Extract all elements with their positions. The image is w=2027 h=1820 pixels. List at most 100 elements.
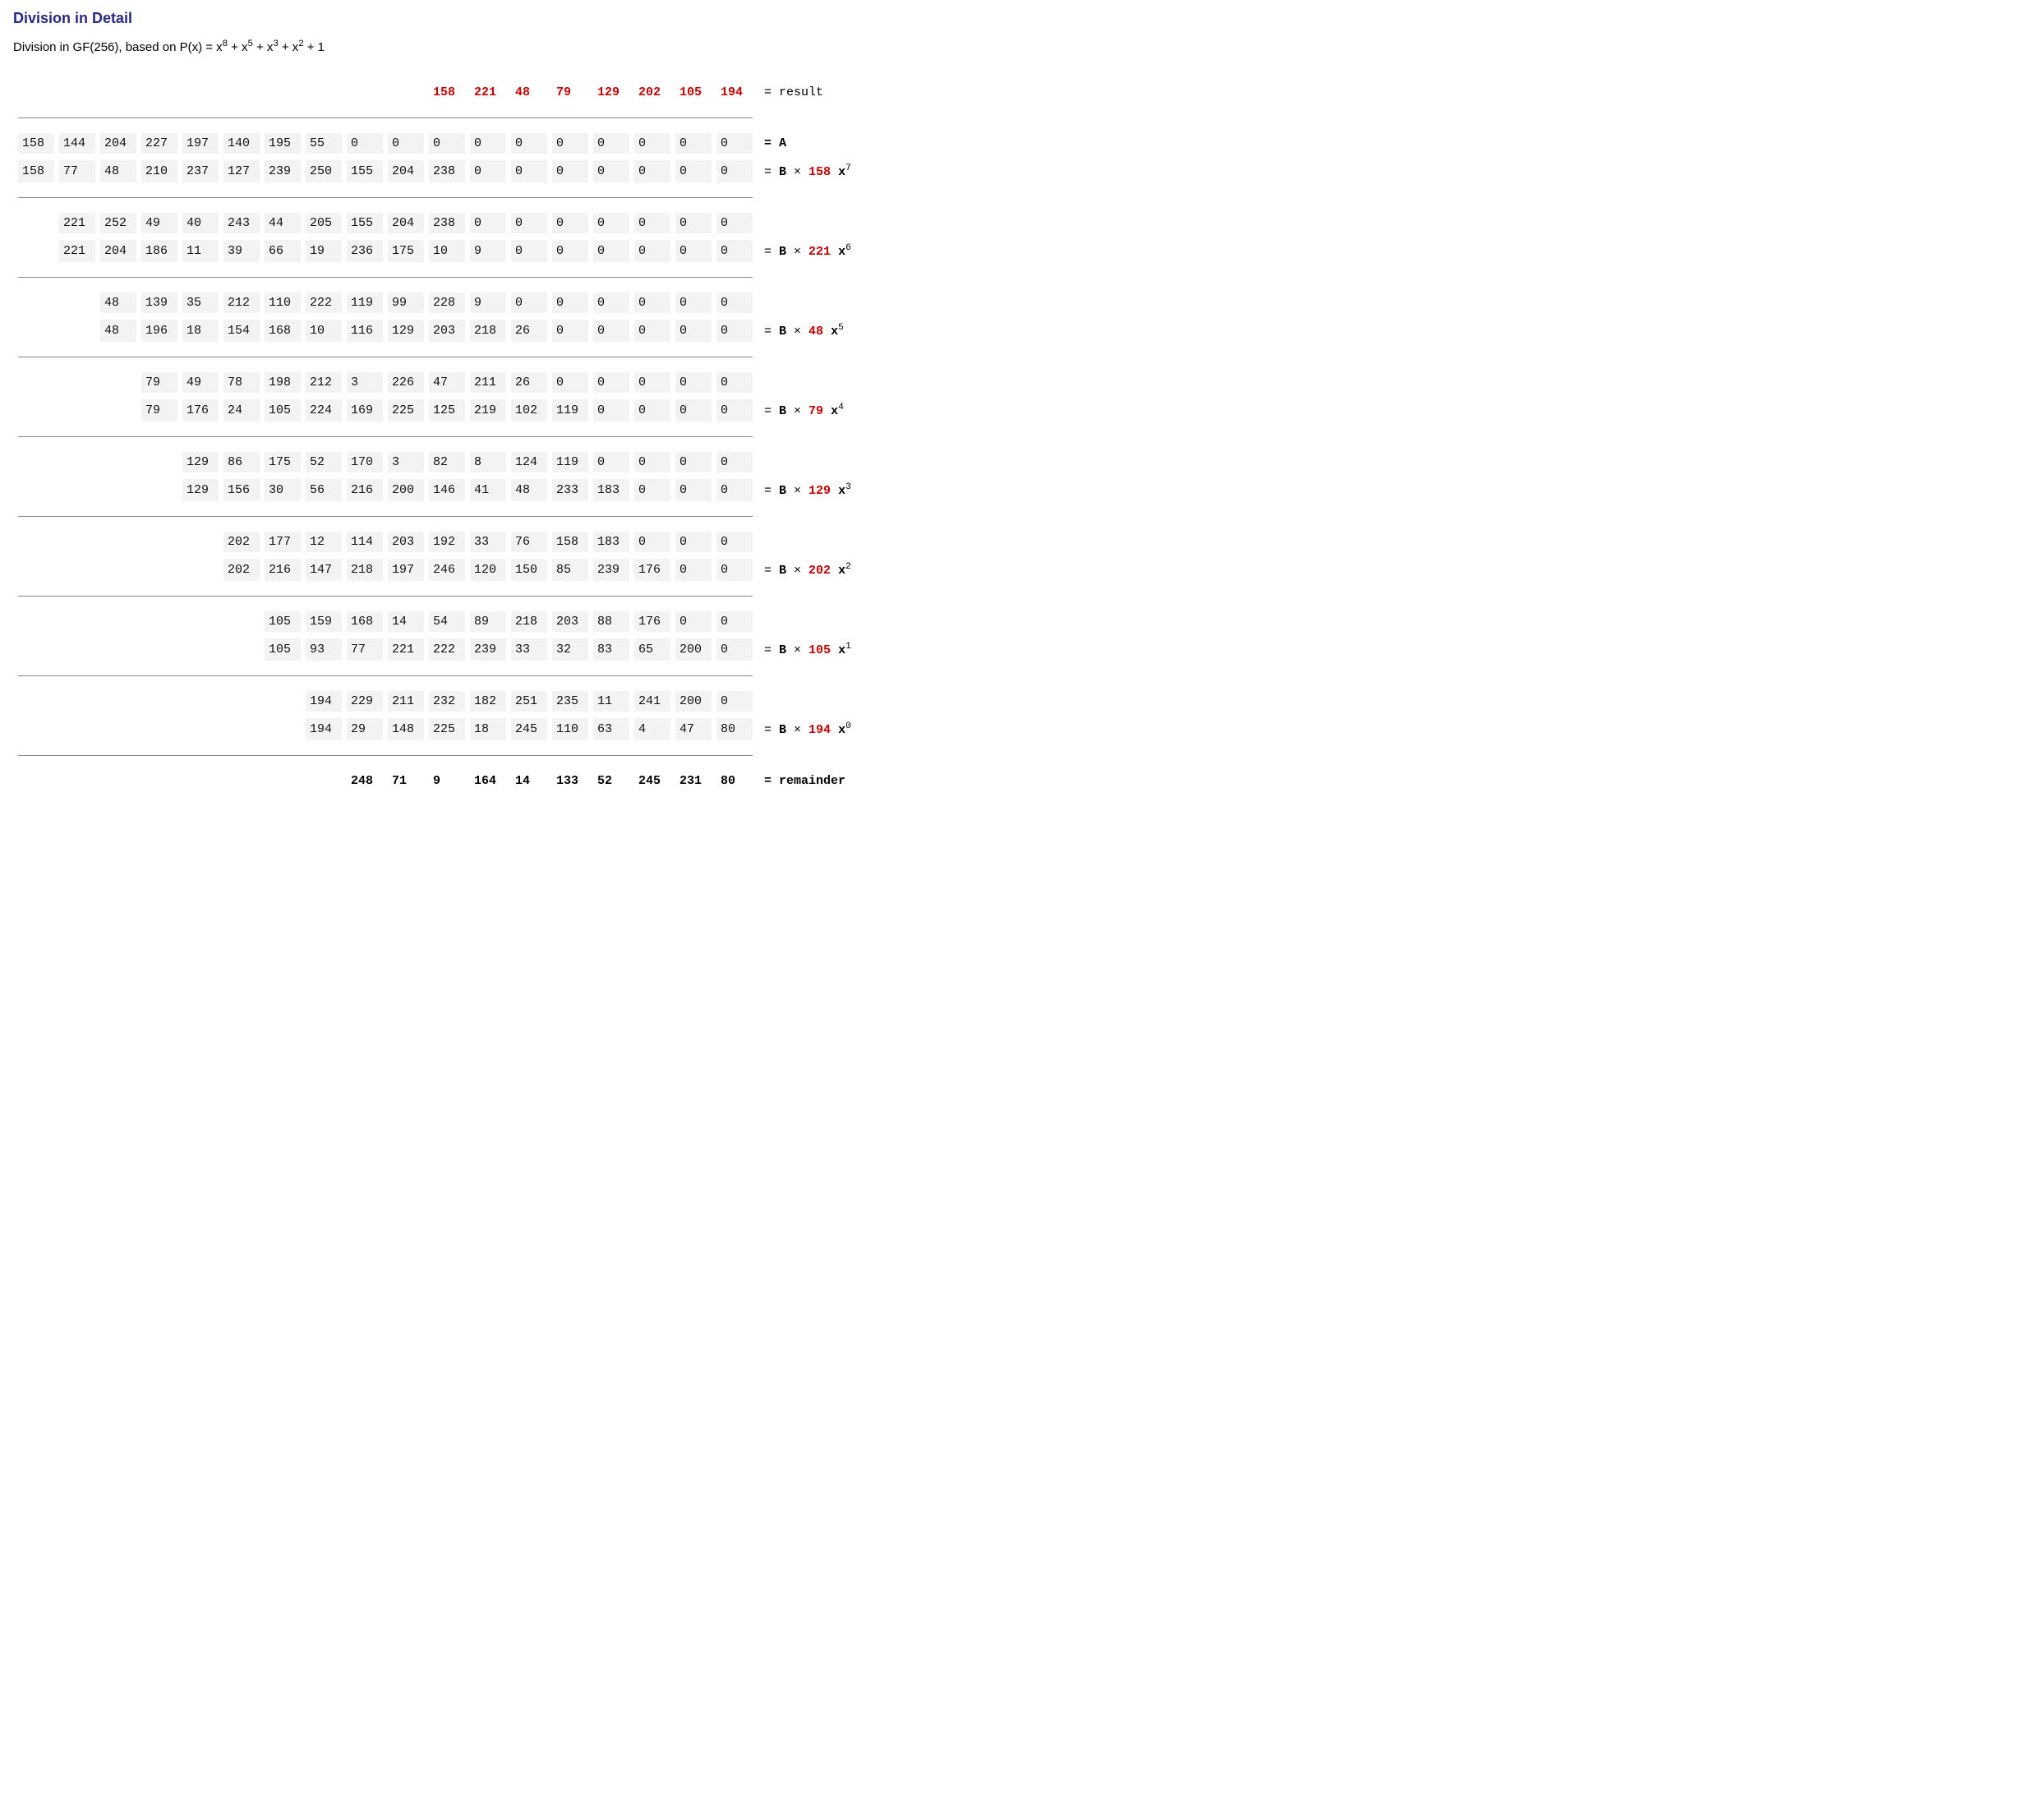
empty-cell [59,691,95,712]
value-cell: 0 [634,160,670,182]
value-cell: 99 [388,293,424,313]
value-cell: 0 [675,479,712,501]
value-cell: 221 [388,638,424,661]
value-cell: 169 [347,399,383,422]
value-cell: 30 [265,479,301,501]
step-label: = B × 158 x7 [758,160,853,182]
blank-label [758,293,853,313]
empty-cell [18,213,54,233]
value-cell: 80 [716,771,753,791]
value-cell: 200 [675,638,712,661]
value-cell: 140 [223,133,260,154]
value-cell: 71 [388,771,424,791]
value-cell: 79 [141,399,177,422]
empty-cell [100,611,136,632]
value-cell: 236 [347,240,383,262]
rule [18,428,753,445]
value-cell: 47 [429,372,465,393]
value-cell: 105 [265,399,301,422]
empty-cell [100,479,136,501]
value-cell: 26 [511,320,547,342]
value-cell: 0 [675,240,712,262]
value-cell: 200 [675,691,712,712]
rule [18,747,753,764]
value-cell: 9 [470,240,506,262]
value-cell: 197 [182,133,219,154]
value-cell: 0 [593,240,629,262]
value-cell: 0 [552,320,588,342]
value-cell: 56 [306,479,342,501]
value-cell: 76 [511,532,547,552]
step-label: = B × 79 x4 [758,399,853,422]
empty-cell [18,399,54,422]
value-cell: 146 [429,479,465,501]
empty-cell [141,479,177,501]
value-cell: 237 [182,160,219,182]
value-cell: 49 [141,213,177,233]
value-cell: 0 [593,213,629,233]
value-cell: 52 [593,771,629,791]
value-cell: 204 [388,160,424,182]
value-cell: 79 [141,372,177,393]
value-cell: 0 [511,213,547,233]
step-sub-row: 194229211232182251235112412000 [18,691,853,712]
value-cell: 0 [634,133,670,154]
value-cell: 227 [141,133,177,154]
value-cell: 85 [552,559,588,581]
remainder-row: 248719164141335224523180= remainder [18,771,853,791]
empty-cell [59,479,95,501]
value-cell: 232 [429,691,465,712]
step-sub-row: 1051591681454892182038817600 [18,611,853,632]
empty-cell [100,638,136,661]
empty-cell [59,718,95,740]
value-cell: 0 [634,240,670,262]
empty-cell [141,532,177,552]
value-cell: 238 [429,160,465,182]
value-cell: 0 [675,213,712,233]
value-cell: 8 [470,452,506,472]
value-cell: 9 [470,293,506,313]
empty-cell [100,82,136,103]
value-cell: 0 [716,133,753,154]
step-mult-row: 19429148225182451106344780= B × 194 x0 [18,718,853,740]
value-cell: 52 [306,452,342,472]
value-cell: 83 [593,638,629,661]
value-cell: 164 [470,771,506,791]
step-mult-row: 79176241052241692251252191021190000= B ×… [18,399,853,422]
rule [18,269,753,286]
value-cell: 229 [347,691,383,712]
empty-cell [18,452,54,472]
value-cell: 203 [388,532,424,552]
value-cell: 177 [265,532,301,552]
blank-label [758,452,853,472]
empty-cell [306,82,342,103]
value-cell: 155 [347,213,383,233]
value-cell: 77 [59,160,95,182]
value-cell: 194 [306,691,342,712]
empty-cell [265,771,301,791]
rule [18,508,753,525]
value-cell: 0 [716,372,753,393]
value-cell: 197 [388,559,424,581]
empty-cell [59,372,95,393]
value-cell: 0 [470,133,506,154]
empty-cell [223,718,260,740]
empty-cell [59,293,95,313]
value-cell: 221 [59,213,95,233]
value-cell: 250 [306,160,342,182]
value-cell: 144 [59,133,95,154]
value-cell: 86 [223,452,260,472]
step-sub-row: 202177121142031923376158183000 [18,532,853,552]
empty-cell [100,399,136,422]
value-cell: 124 [511,452,547,472]
value-cell: 158 [429,82,465,103]
value-cell: 204 [388,213,424,233]
empty-cell [18,372,54,393]
empty-cell [18,638,54,661]
value-cell: 54 [429,611,465,632]
value-cell: 80 [716,718,753,740]
step-sub-row: 129861755217038281241190000 [18,452,853,472]
value-cell: 176 [634,559,670,581]
quotient-row: 1582214879129202105194= result [18,82,853,103]
value-cell: 129 [388,320,424,342]
